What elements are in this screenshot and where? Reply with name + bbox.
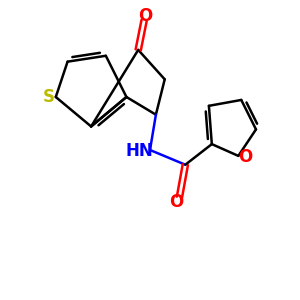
Text: O: O bbox=[169, 193, 184, 211]
Text: S: S bbox=[42, 88, 54, 106]
Text: O: O bbox=[238, 148, 253, 166]
Text: O: O bbox=[139, 7, 153, 25]
Text: HN: HN bbox=[126, 142, 154, 160]
